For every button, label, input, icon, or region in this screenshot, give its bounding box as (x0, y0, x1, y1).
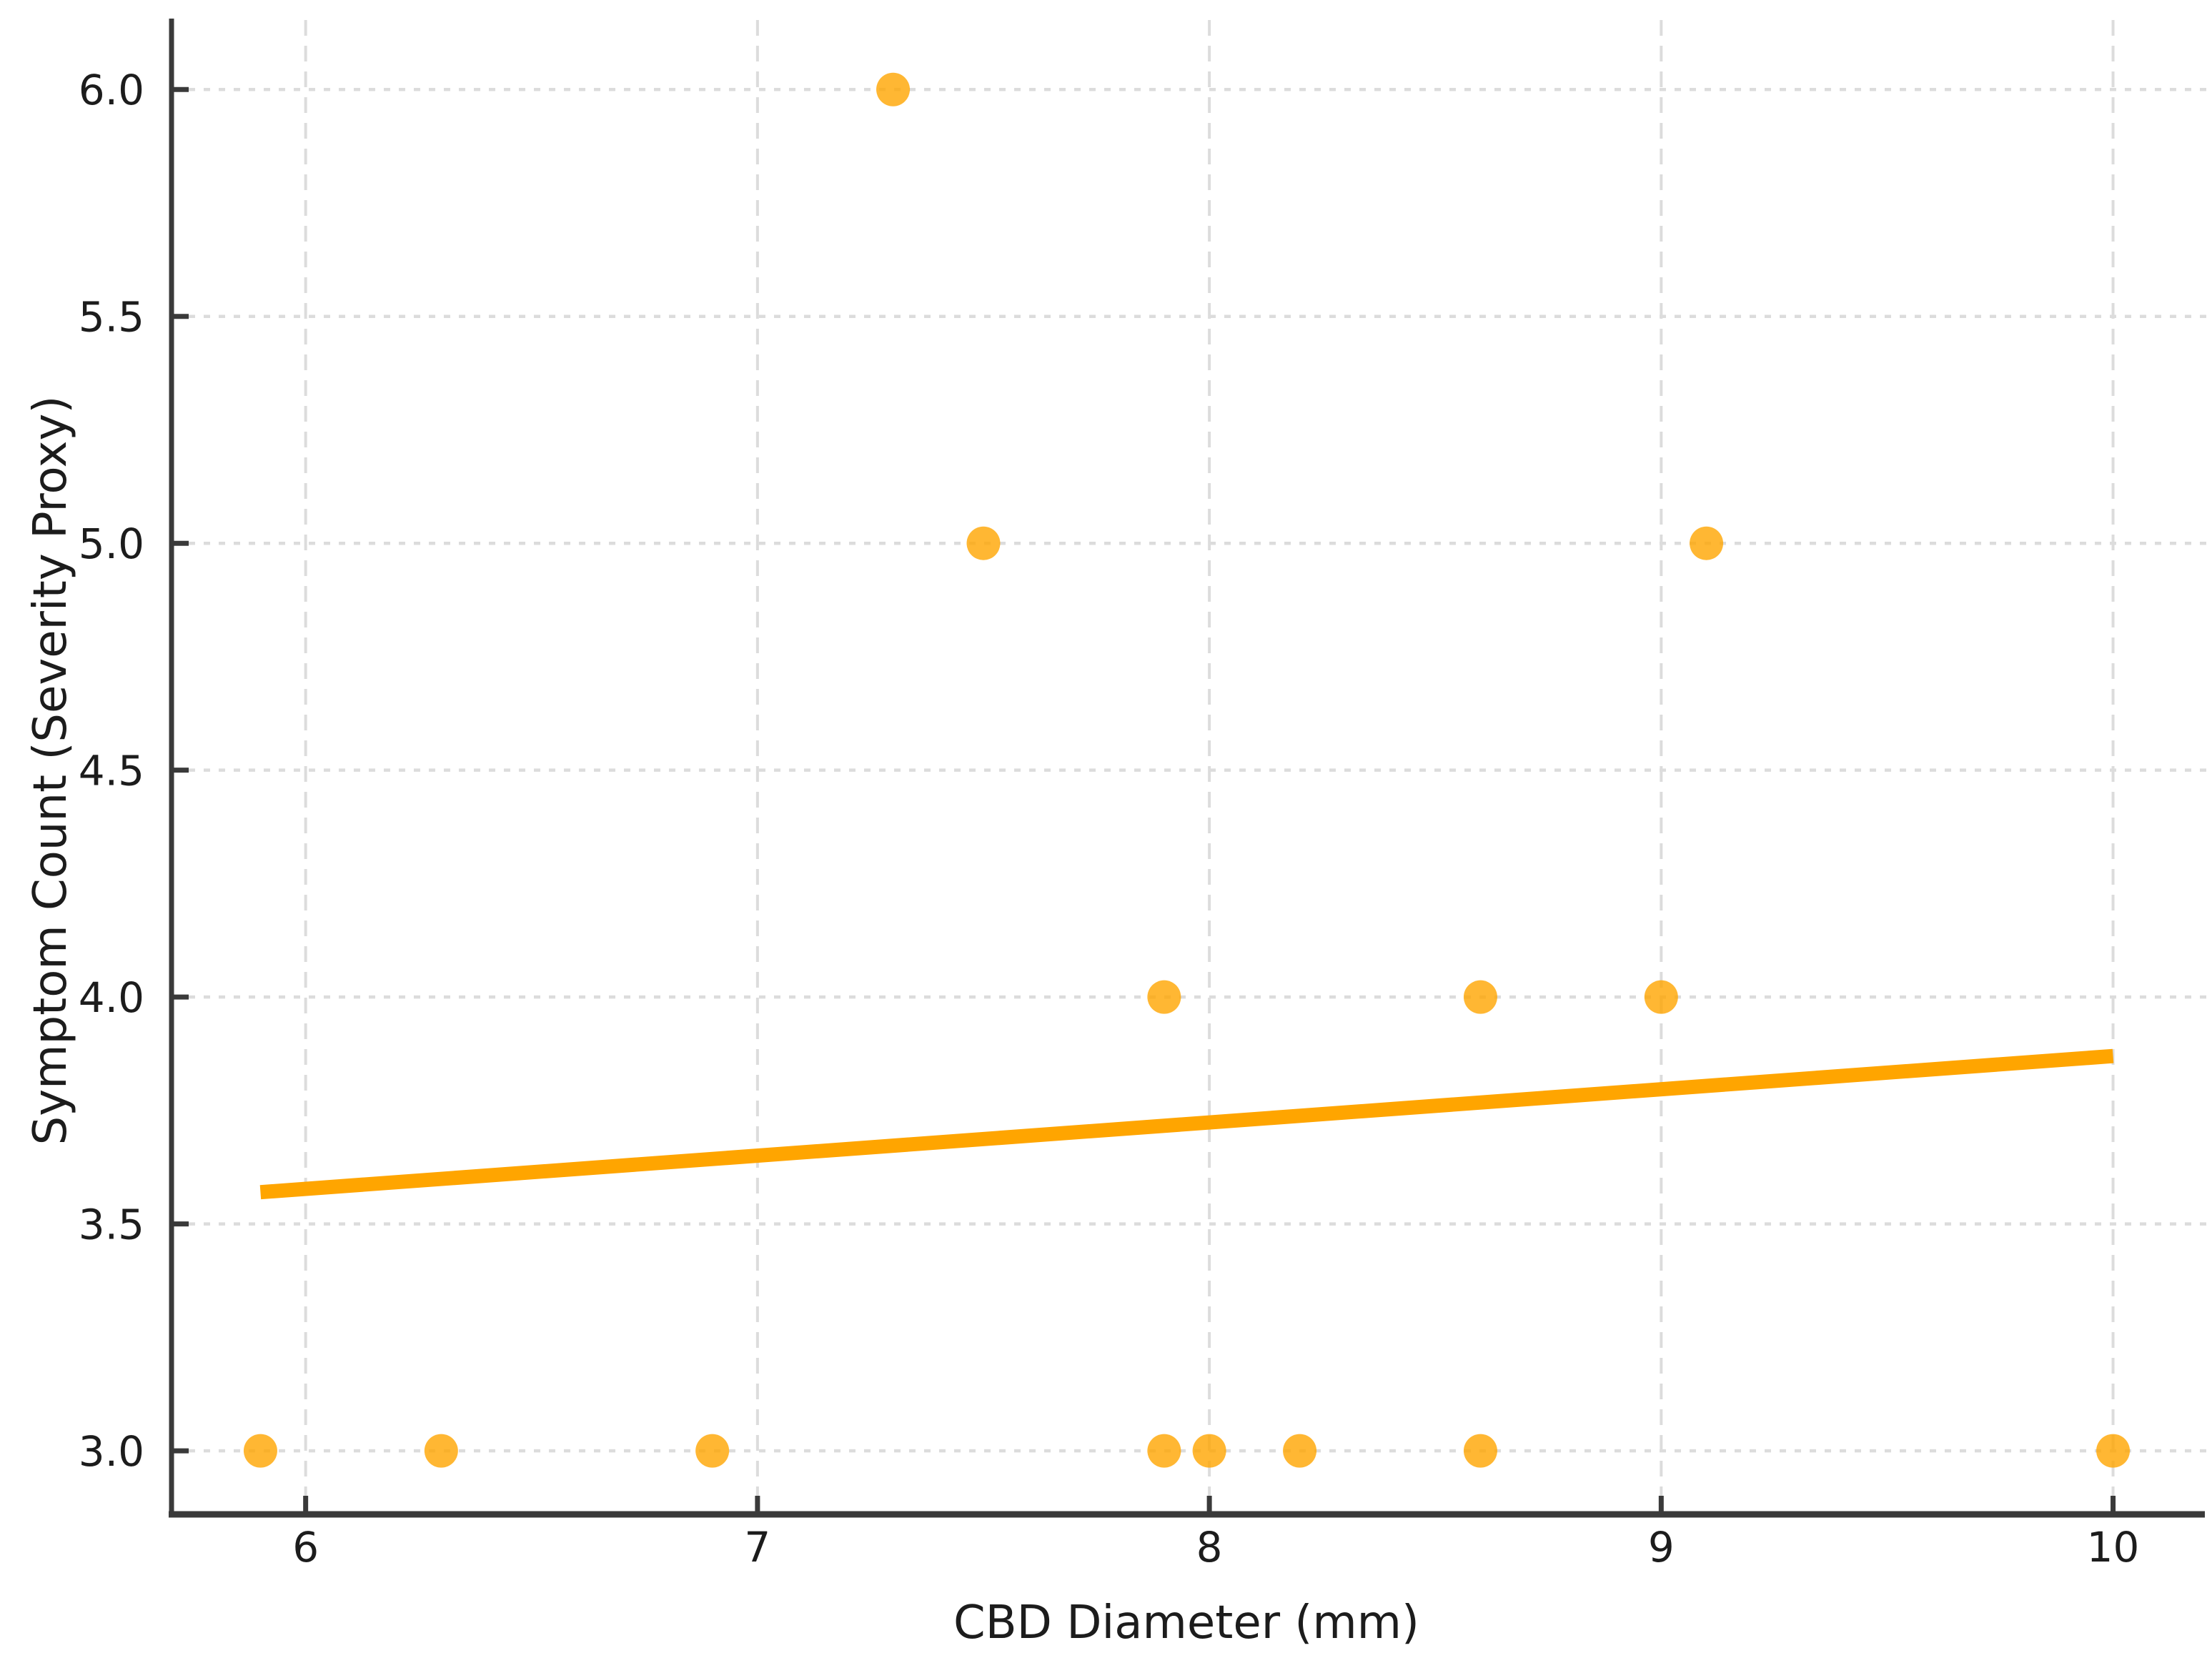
data-point (1283, 1434, 1317, 1468)
data-point (876, 72, 911, 106)
y-axis-label: Symptom Count (Severity Proxy) (24, 396, 77, 1146)
data-point (1147, 1434, 1181, 1468)
x-tick-label: 6 (292, 1523, 319, 1572)
trend-layer (259, 1048, 2114, 1200)
y-tick-label: 3.5 (79, 1201, 144, 1249)
points-layer (243, 72, 2131, 1468)
y-tick-label: 4.0 (79, 973, 144, 1022)
x-tick-label: 8 (1196, 1523, 1223, 1572)
tick-label-layer: 6 7 8 9 10 3.0 3.5 4.0 4.5 5.0 5.5 6.0 (79, 66, 2140, 1572)
x-tick-label: 10 (2087, 1523, 2140, 1572)
data-point (1690, 526, 1724, 560)
data-point (695, 1434, 730, 1468)
data-point (2096, 1434, 2131, 1468)
data-point (1147, 980, 1181, 1014)
x-tick-label: 9 (1648, 1523, 1675, 1572)
data-point (966, 526, 1001, 560)
y-tick-label: 6.0 (79, 66, 144, 114)
data-point (243, 1434, 277, 1468)
data-point (1192, 1434, 1226, 1468)
data-point (424, 1434, 458, 1468)
data-point (1644, 980, 1678, 1014)
trend-line (259, 1048, 2114, 1200)
y-tick-label: 5.0 (79, 520, 144, 568)
x-axis-label: CBD Diameter (mm) (953, 1597, 1419, 1649)
y-tick-label: 3.0 (79, 1427, 144, 1476)
y-tick-label: 4.5 (79, 747, 144, 795)
grid-layer (174, 20, 2208, 1511)
y-tick-label: 5.5 (79, 293, 144, 342)
x-tick-label: 7 (744, 1523, 770, 1572)
axes-layer (169, 19, 2205, 1518)
data-point (1463, 980, 1497, 1014)
data-point (1463, 1434, 1497, 1468)
